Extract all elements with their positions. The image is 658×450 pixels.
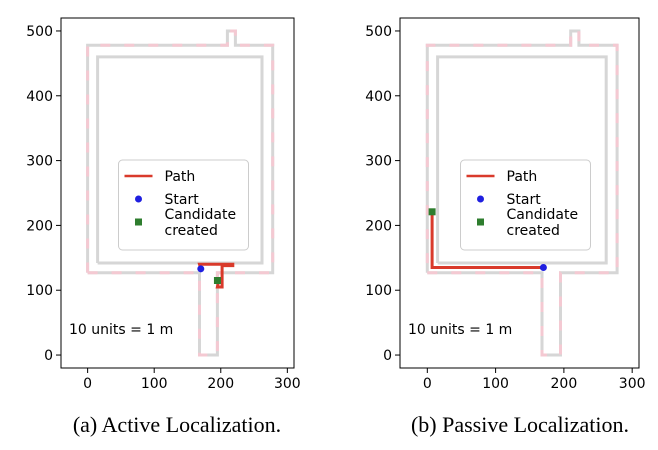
x-tick-label: 200 xyxy=(207,376,234,392)
y-tick-label: 400 xyxy=(365,89,392,105)
y-tick-label: 200 xyxy=(26,218,53,234)
start-point xyxy=(197,265,205,273)
map-outer-wall-dashes xyxy=(86,29,275,357)
start-point xyxy=(539,264,547,272)
x-tick-label: 100 xyxy=(482,376,509,392)
scale-annotation: 10 units = 1 m xyxy=(408,322,512,338)
x-tick-label: 300 xyxy=(274,376,301,392)
x-tick-label: 0 xyxy=(83,376,92,392)
y-tick-label: 400 xyxy=(26,89,53,105)
x-tick-label: 100 xyxy=(141,376,168,392)
legend-label: Start xyxy=(165,192,200,208)
x-tick-label: 0 xyxy=(423,376,432,392)
map-outer-wall-dashes xyxy=(425,29,619,357)
path-line xyxy=(430,211,544,269)
axes-frame xyxy=(399,17,640,369)
scale-annotation: 10 units = 1 m xyxy=(69,322,173,338)
path-line xyxy=(197,262,235,289)
y-tick-label: 500 xyxy=(365,24,392,40)
x-tick-label: 200 xyxy=(551,376,578,392)
y-tick-label: 500 xyxy=(26,24,53,40)
map-inner-wall xyxy=(436,55,608,265)
legend-label: Candidate created xyxy=(165,207,237,239)
y-tick-label: 0 xyxy=(383,348,392,364)
candidate-point xyxy=(213,277,221,284)
panel-active-localization: 0 100 200 300 0 100 200 300 400 500 Path StartCandi… xyxy=(26,17,301,392)
candidate-point xyxy=(428,208,436,216)
y-tick-label: 300 xyxy=(26,154,53,170)
y-tick-label: 0 xyxy=(44,348,53,364)
legend-box xyxy=(118,159,249,251)
caption-active: (a) Active Localization. xyxy=(73,412,281,437)
legend-handle-circle xyxy=(477,195,484,203)
legend-handle-circle xyxy=(135,195,142,203)
y-tick-label: 300 xyxy=(365,154,392,170)
y-tick-label: 100 xyxy=(26,283,53,299)
legend-label: Candidate created xyxy=(507,207,579,239)
legend-label: Path xyxy=(507,169,538,185)
caption-passive: (b) Passive Localization. xyxy=(411,412,629,437)
y-tick-label: 200 xyxy=(365,218,392,234)
legend-handle-square xyxy=(135,218,142,226)
axes-frame xyxy=(60,17,295,369)
legend-label: Path xyxy=(165,169,196,185)
y-tick-label: 100 xyxy=(365,283,392,299)
legend-label: Start xyxy=(507,192,542,208)
legend-box xyxy=(460,159,591,251)
panel-passive-localization: 0 100 200 300 0 100 200 300 400 500 Path StartCandi… xyxy=(365,17,646,392)
x-tick-label: 300 xyxy=(619,376,646,392)
legend-handle-square xyxy=(477,218,484,226)
